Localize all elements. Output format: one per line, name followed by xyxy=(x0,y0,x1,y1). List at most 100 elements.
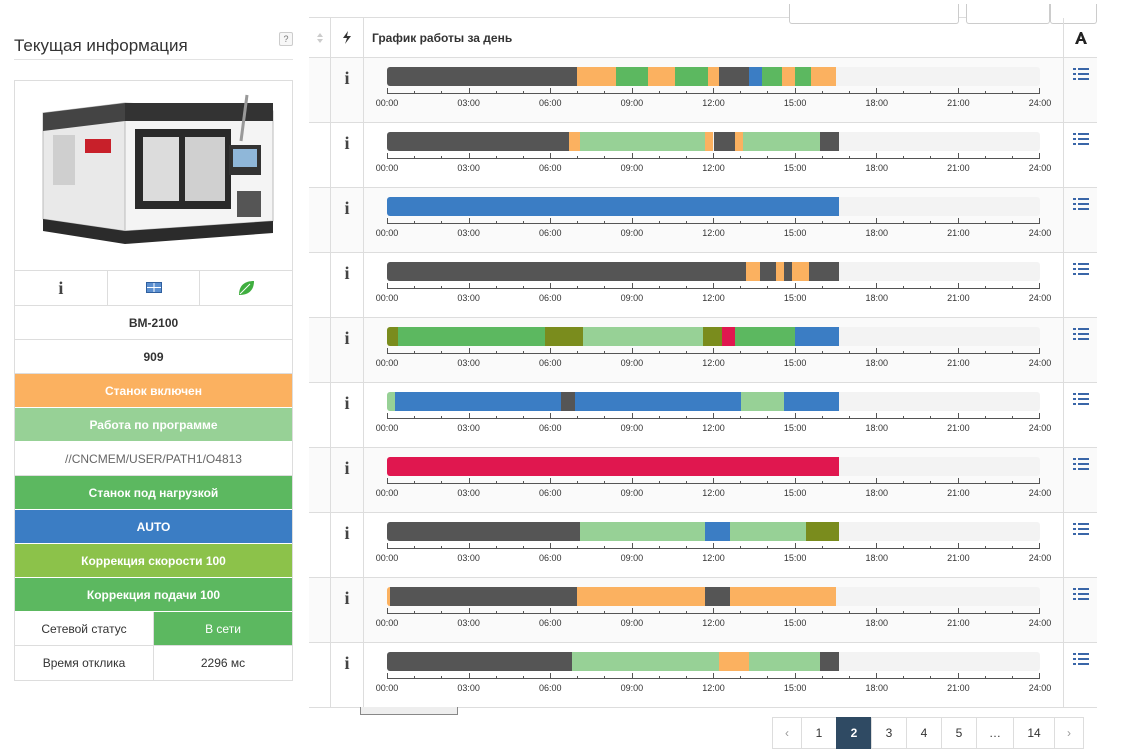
info-icon: i xyxy=(344,133,350,153)
row-info-button[interactable]: i xyxy=(331,448,364,512)
help-button[interactable]: ? xyxy=(279,32,293,46)
font-column-header[interactable] xyxy=(1064,18,1097,57)
time-label: 21:00 xyxy=(947,163,970,173)
scrollbar-stub[interactable] xyxy=(360,707,458,715)
top-control-middle[interactable] xyxy=(966,4,1050,24)
page-button[interactable]: 1 xyxy=(801,717,837,749)
time-label: 03:00 xyxy=(457,358,480,368)
time-label: 06:00 xyxy=(538,228,562,238)
timeline-segment xyxy=(569,132,581,151)
info-icon: i xyxy=(344,523,350,543)
timeline-track[interactable] xyxy=(387,587,1040,606)
row-info-button[interactable]: i xyxy=(331,123,364,187)
top-control-left[interactable] xyxy=(789,4,959,24)
timeline-track[interactable] xyxy=(387,327,1040,346)
timeline-track[interactable] xyxy=(387,457,1040,476)
timeline-segment xyxy=(705,522,730,541)
timeline-segment xyxy=(819,652,839,671)
row-info-button[interactable]: i xyxy=(331,578,364,642)
row-list-button[interactable] xyxy=(1064,383,1097,447)
time-label: 00:00 xyxy=(375,228,399,238)
row-list-button[interactable] xyxy=(1064,513,1097,577)
row-list-button[interactable] xyxy=(1064,253,1097,317)
time-label: 21:00 xyxy=(947,293,970,303)
row-info-button[interactable]: i xyxy=(331,58,364,122)
sort-column-header[interactable] xyxy=(309,18,331,57)
timeline-track[interactable] xyxy=(387,262,1040,281)
row-spacer xyxy=(309,383,331,447)
row-spacer xyxy=(309,188,331,252)
list-icon xyxy=(1072,68,1089,80)
row-info-button[interactable]: i xyxy=(331,383,364,447)
time-label: 00:00 xyxy=(375,553,399,563)
timeline-track[interactable] xyxy=(387,197,1040,216)
timeline-segment xyxy=(743,132,820,151)
row-list-button[interactable] xyxy=(1064,643,1097,707)
row-list-button[interactable] xyxy=(1064,123,1097,187)
power-column-header[interactable] xyxy=(331,18,364,57)
row-info-button[interactable]: i xyxy=(331,253,364,317)
time-axis xyxy=(387,478,1040,484)
time-label: 18:00 xyxy=(865,228,889,238)
top-control-right[interactable] xyxy=(1050,4,1097,24)
table-row: i 00:00 03:00 06:00 09:00 12:00 15:00 18:00 21:0… xyxy=(309,448,1097,513)
timeline-segment xyxy=(784,262,793,281)
row-list-button[interactable] xyxy=(1064,58,1097,122)
timeline-track[interactable] xyxy=(387,392,1040,411)
table-row: i 00:00 03:00 06:00 09:00 12:00 15:00 18:00 21:0… xyxy=(309,513,1097,578)
time-label: 00:00 xyxy=(375,163,399,173)
timeline-segment xyxy=(746,262,760,281)
row-info-button[interactable]: i xyxy=(331,643,364,707)
row-info-button[interactable]: i xyxy=(331,318,364,382)
row-list-button[interactable] xyxy=(1064,318,1097,382)
table-row: i 00:00 03:00 06:00 09:00 12:00 15:00 18:00 21:0… xyxy=(309,383,1097,448)
timeline-track[interactable] xyxy=(387,522,1040,541)
timeline-segment xyxy=(395,392,562,411)
row-list-button[interactable] xyxy=(1064,448,1097,512)
list-icon xyxy=(1072,198,1089,210)
page-button[interactable]: 5 xyxy=(941,717,977,749)
next-page-button[interactable]: › xyxy=(1054,717,1084,749)
schedule-column-header: График работы за день xyxy=(364,18,1064,57)
timeline-track[interactable] xyxy=(387,652,1040,671)
time-label: 03:00 xyxy=(457,228,480,238)
page-button[interactable]: 2 xyxy=(836,717,872,749)
time-label: 12:00 xyxy=(702,98,725,108)
prev-page-button[interactable]: ‹ xyxy=(772,717,802,749)
time-label: 21:00 xyxy=(947,423,970,433)
list-icon xyxy=(1072,393,1089,405)
row-info-button[interactable]: i xyxy=(331,513,364,577)
sort-icon xyxy=(316,32,323,43)
eco-tab[interactable] xyxy=(200,271,292,305)
page-button[interactable]: 3 xyxy=(871,717,907,749)
row-spacer xyxy=(309,513,331,577)
list-icon xyxy=(1072,588,1089,600)
timeline-track[interactable] xyxy=(387,132,1040,151)
info-icon: i xyxy=(344,263,350,283)
list-icon xyxy=(1072,523,1089,535)
row-spacer xyxy=(309,123,331,187)
info-icon: i xyxy=(344,328,350,348)
page-button[interactable]: 4 xyxy=(906,717,942,749)
status-item: Коррекция подачи 100 xyxy=(15,578,292,612)
time-label: 15:00 xyxy=(783,163,807,173)
time-label: 12:00 xyxy=(702,488,725,498)
time-label: 21:00 xyxy=(947,358,970,368)
row-info-button[interactable]: i xyxy=(331,188,364,252)
page-button[interactable]: 14 xyxy=(1013,717,1055,749)
time-label: 09:00 xyxy=(620,683,644,693)
row-list-button[interactable] xyxy=(1064,578,1097,642)
display-tab[interactable] xyxy=(108,271,201,305)
timeline-segment xyxy=(748,652,820,671)
table-row: i 00:00 03:00 06:00 09:00 12:00 15:00 18:00 21:0… xyxy=(309,58,1097,123)
info-tab[interactable]: i xyxy=(15,271,108,305)
day-timeline: 00:00 03:00 06:00 09:00 12:00 15:00 18:00 21:00… xyxy=(364,578,1064,642)
row-list-button[interactable] xyxy=(1064,188,1097,252)
page-button[interactable]: … xyxy=(976,717,1014,749)
table-header: График работы за день xyxy=(309,18,1097,58)
timeline-segment xyxy=(748,67,763,86)
timeline-track[interactable] xyxy=(387,67,1040,86)
status-item: Работа по программе xyxy=(15,408,292,442)
info-icon: i xyxy=(344,393,350,413)
status-list: Станок включен Работа по программе//CNCME… xyxy=(15,374,292,612)
